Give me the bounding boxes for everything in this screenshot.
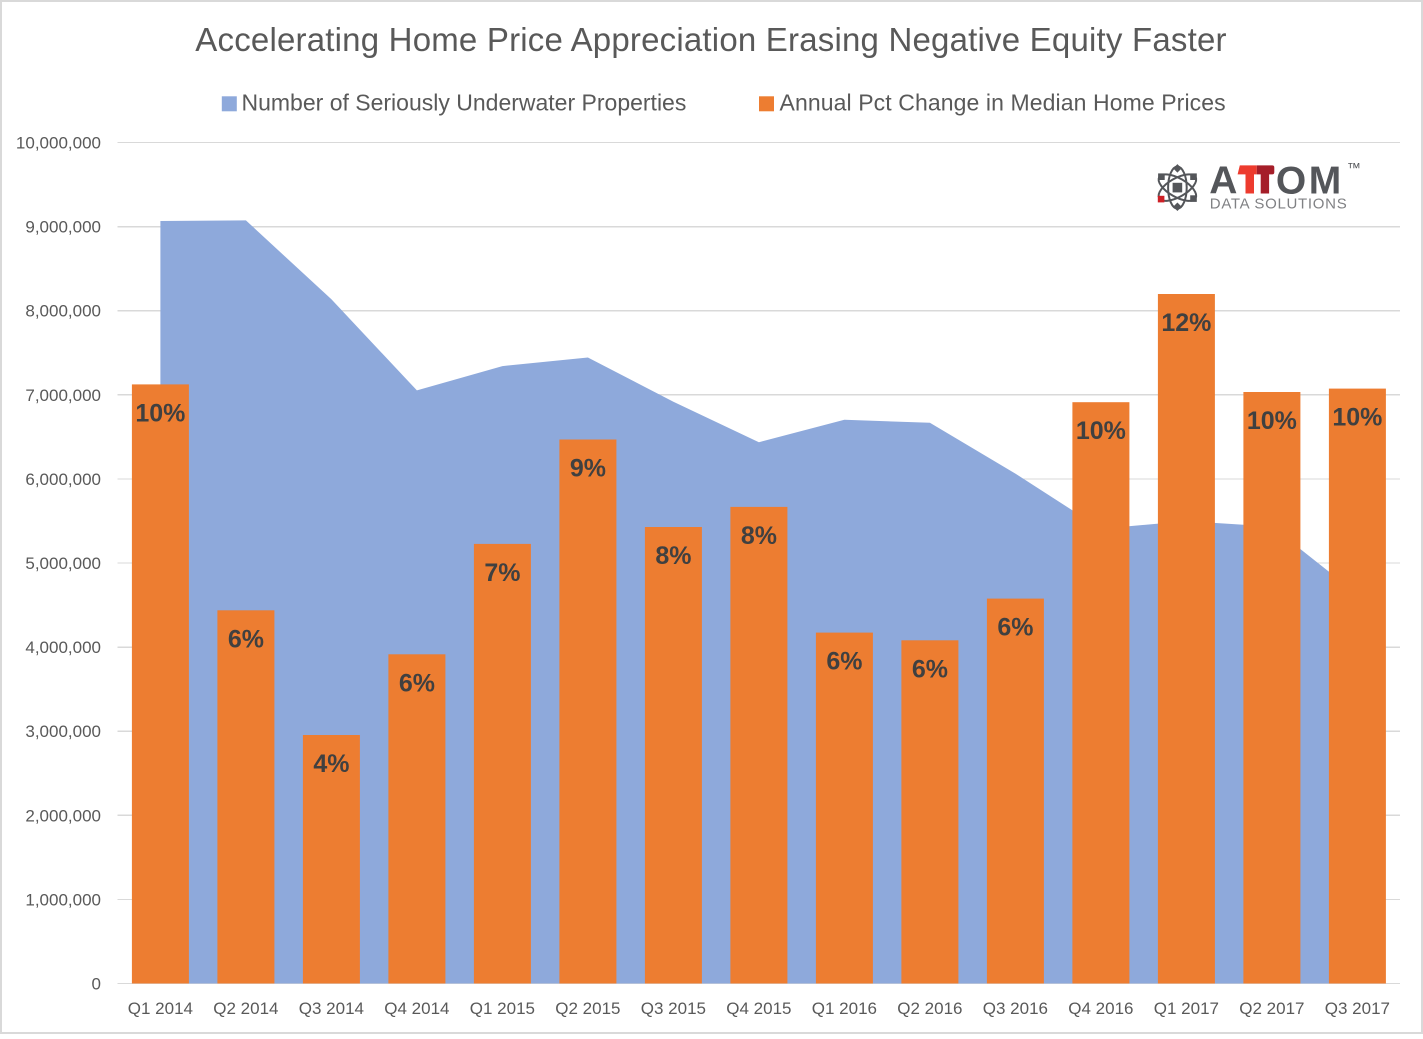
svg-text:10%: 10%: [1332, 404, 1382, 432]
svg-text:5,000,000: 5,000,000: [25, 554, 101, 573]
svg-text:2,000,000: 2,000,000: [25, 806, 101, 825]
svg-text:Q3 2016: Q3 2016: [983, 999, 1048, 1018]
svg-text:Q1 2014: Q1 2014: [128, 999, 193, 1018]
svg-text:Q3 2014: Q3 2014: [299, 999, 364, 1018]
svg-text:6%: 6%: [399, 669, 435, 697]
svg-text:6%: 6%: [826, 648, 862, 676]
svg-text:Accelerating Home Price Apprec: Accelerating Home Price Appreciation Era…: [195, 21, 1226, 58]
svg-text:Q2 2015: Q2 2015: [555, 999, 620, 1018]
svg-text:1,000,000: 1,000,000: [25, 890, 101, 909]
svg-text:10%: 10%: [135, 399, 185, 427]
svg-text:O: O: [1276, 160, 1306, 203]
svg-text:10%: 10%: [1076, 417, 1126, 445]
svg-text:Q4 2014: Q4 2014: [384, 999, 449, 1018]
svg-text:6%: 6%: [912, 655, 948, 683]
svg-text:Q4 2016: Q4 2016: [1068, 999, 1133, 1018]
svg-text:Annual Pct Change in Median Ho: Annual Pct Change in Median Home Prices: [780, 89, 1226, 115]
svg-text:Q2 2014: Q2 2014: [213, 999, 278, 1018]
svg-text:Q2 2017: Q2 2017: [1239, 999, 1304, 1018]
svg-text:4%: 4%: [313, 750, 349, 778]
svg-text:7,000,000: 7,000,000: [25, 386, 101, 405]
svg-text:Q2 2016: Q2 2016: [897, 999, 962, 1018]
svg-text:6%: 6%: [997, 614, 1033, 642]
svg-text:Q4 2015: Q4 2015: [726, 999, 791, 1018]
svg-text:8,000,000: 8,000,000: [25, 302, 101, 321]
svg-text:Number of Seriously Underwater: Number of Seriously Underwater Propertie…: [242, 89, 687, 115]
svg-text:10,000,000: 10,000,000: [16, 134, 101, 153]
svg-text:Q1 2016: Q1 2016: [812, 999, 877, 1018]
svg-text:9%: 9%: [570, 455, 606, 483]
svg-text:3,000,000: 3,000,000: [25, 722, 101, 741]
svg-text:8%: 8%: [655, 542, 691, 570]
svg-text:0: 0: [92, 975, 101, 994]
svg-text:M: M: [1309, 160, 1342, 203]
svg-text:Q3 2017: Q3 2017: [1325, 999, 1390, 1018]
svg-text:DATA SOLUTIONS: DATA SOLUTIONS: [1210, 196, 1348, 213]
svg-text:A: A: [1209, 160, 1237, 203]
svg-text:™: ™: [1347, 160, 1361, 176]
svg-text:8%: 8%: [741, 522, 777, 550]
svg-text:12%: 12%: [1161, 309, 1211, 337]
svg-text:6%: 6%: [228, 625, 264, 653]
svg-text:4,000,000: 4,000,000: [25, 638, 101, 657]
svg-text:Q1 2015: Q1 2015: [470, 999, 535, 1018]
svg-text:Q1 2017: Q1 2017: [1154, 999, 1219, 1018]
svg-text:10%: 10%: [1247, 407, 1297, 435]
svg-text:7%: 7%: [484, 559, 520, 587]
svg-text:9,000,000: 9,000,000: [25, 218, 101, 237]
svg-text:Q3 2015: Q3 2015: [641, 999, 706, 1018]
svg-text:6,000,000: 6,000,000: [25, 470, 101, 489]
